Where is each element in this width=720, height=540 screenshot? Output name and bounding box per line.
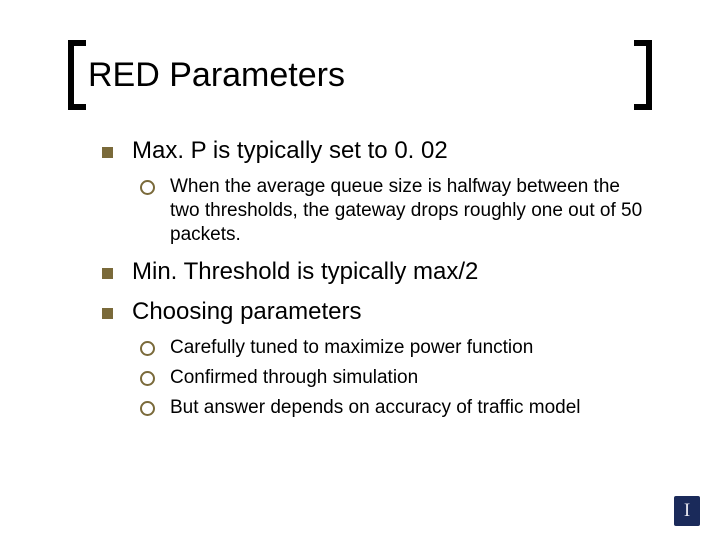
list-item: Max. P is typically set to 0. 02 When th…	[98, 137, 650, 246]
list-subitem: Carefully tuned to maximize power functi…	[132, 336, 650, 360]
logo-letter: I	[684, 500, 690, 522]
list-item-label: Min. Threshold is typically max/2	[132, 258, 478, 285]
bullet-sublist: When the average queue size is halfway b…	[132, 175, 650, 246]
logo-badge: I	[674, 496, 700, 526]
list-subitem-label: Confirmed through simulation	[170, 367, 418, 388]
list-subitem-label: But answer depends on accuracy of traffi…	[170, 397, 581, 418]
list-item: Choosing parameters Carefully tuned to m…	[98, 298, 650, 419]
slide: RED Parameters Max. P is typically set t…	[0, 0, 720, 540]
bullet-sublist: Carefully tuned to maximize power functi…	[132, 336, 650, 419]
bullet-list: Max. P is typically set to 0. 02 When th…	[98, 137, 650, 420]
list-item-label: Max. P is typically set to 0. 02	[132, 137, 448, 164]
list-subitem: When the average queue size is halfway b…	[132, 175, 650, 246]
title-bar: RED Parameters	[70, 56, 650, 95]
content-area: Max. P is typically set to 0. 02 When th…	[70, 137, 650, 420]
bracket-right-icon	[634, 40, 652, 110]
list-subitem: Confirmed through simulation	[132, 366, 650, 390]
list-subitem-label: When the average queue size is halfway b…	[170, 176, 642, 245]
list-item: Min. Threshold is typically max/2	[98, 258, 650, 286]
list-item-label: Choosing parameters	[132, 298, 361, 325]
list-subitem: But answer depends on accuracy of traffi…	[132, 396, 650, 420]
list-subitem-label: Carefully tuned to maximize power functi…	[170, 337, 533, 358]
bracket-left-icon	[68, 40, 86, 110]
page-title: RED Parameters	[70, 56, 345, 95]
